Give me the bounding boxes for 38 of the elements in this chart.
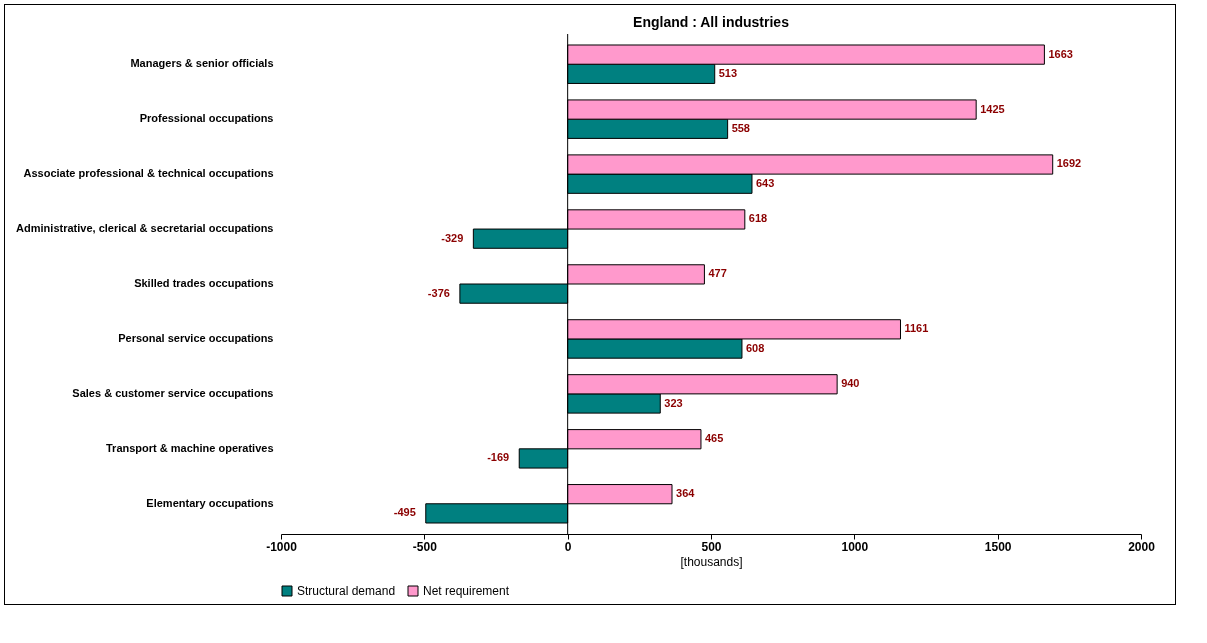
data-label: -376 [427,286,450,299]
data-label: -495 [393,506,416,519]
x-tick-label: -500 [412,539,438,554]
data-label: 1663 [1048,47,1073,60]
data-label: -169 [487,451,510,464]
data-label: 364 [676,487,696,500]
legend-label: Structural demand [297,584,396,598]
y-tick-label: Administrative, clerical & secretarial occupations [16,222,274,235]
x-tick-label: 1500 [984,539,1012,554]
y-tick-label: Professional occupations [139,112,274,125]
y-tick-label: Skilled trades occupations [134,277,274,289]
data-label: 643 [755,176,775,189]
data-label: 608 [745,341,765,354]
legend-label: Net requirement [423,584,510,598]
y-tick-label: Sales & customer service occupations [72,386,274,399]
x-tick-label: 1000 [841,539,869,554]
y-tick-label: Elementary occupations [146,496,274,509]
data-label: 477 [708,267,727,280]
chart-title: England : All industries [633,13,790,30]
data-label: 618 [748,212,768,225]
x-tick-label: 500 [701,539,722,554]
y-tick-label: Managers & senior officials [130,57,274,70]
data-label: 1425 [980,102,1005,115]
data-label: 1161 [904,322,929,335]
data-label: 940 [841,377,860,390]
data-label: 513 [718,66,738,79]
data-label: -329 [441,231,464,244]
y-tick-label: Transport & machine operatives [106,441,274,454]
x-tick-label: -1000 [266,539,298,554]
y-tick-label: Associate professional & technical occupations [23,167,274,180]
x-axis-title: [thousands] [680,554,743,569]
data-label: 558 [731,121,750,134]
data-label: 323 [664,396,683,409]
x-tick-label: 2000 [1128,539,1156,554]
x-tick-label: 0 [564,539,572,554]
data-label: 1692 [1056,157,1082,170]
data-label: 465 [704,432,724,445]
y-tick-label: Personal service occupations [118,331,274,344]
